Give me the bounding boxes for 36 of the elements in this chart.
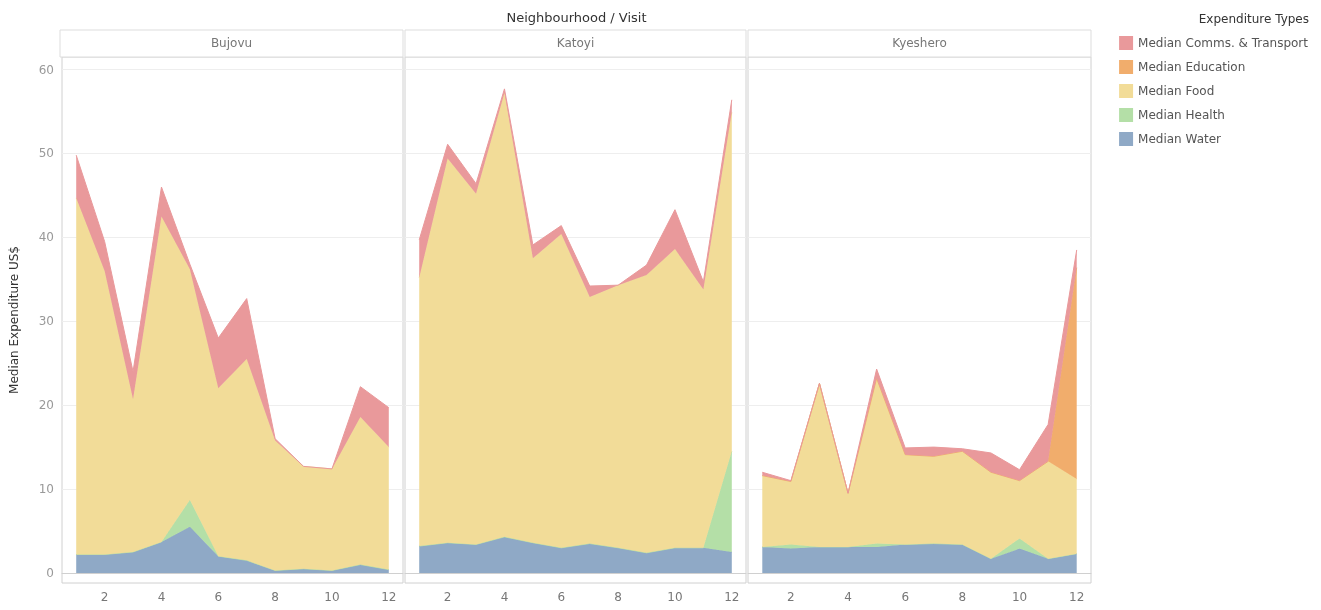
y-tick-label: 50 bbox=[38, 146, 54, 161]
chart-title: Kyeshero bbox=[892, 36, 947, 50]
x-tick-label: 2 bbox=[100, 590, 109, 604]
y-tick-label: 40 bbox=[38, 230, 54, 245]
x-tick-label: 4 bbox=[844, 590, 852, 604]
x-tick-label: 12 bbox=[381, 590, 397, 604]
x-tick-label: 4 bbox=[157, 590, 166, 604]
x-tick-label: 8 bbox=[958, 590, 967, 604]
x-tick-label: 10 bbox=[324, 590, 340, 604]
legend-label: Median Health bbox=[1138, 108, 1225, 122]
legend-title: Expenditure Types bbox=[1198, 12, 1309, 26]
legend-label: Median Education bbox=[1138, 60, 1246, 74]
x-tick-label: 12 bbox=[724, 590, 740, 604]
legend-label: Median Food bbox=[1138, 84, 1215, 98]
y-tick-label: 60 bbox=[38, 62, 54, 77]
chart-title: Bujovu bbox=[210, 36, 253, 50]
y-tick-label: 0 bbox=[46, 565, 54, 580]
x-tick-label: 10 bbox=[667, 590, 683, 604]
x-tick-label: 8 bbox=[614, 590, 622, 604]
x-tick-label: 2 bbox=[443, 590, 452, 604]
y-tick-label: 10 bbox=[38, 482, 54, 497]
y-tick-label: 20 bbox=[38, 398, 54, 413]
x-tick-label: 4 bbox=[500, 590, 509, 604]
x-tick-label: 6 bbox=[557, 590, 566, 604]
y-axis-title: Median Expenditure US$ bbox=[7, 246, 21, 394]
legend-label: Median Water bbox=[1138, 132, 1222, 146]
x-tick-label: 6 bbox=[214, 590, 223, 604]
x-tick-label: 8 bbox=[271, 590, 279, 604]
y-tick-label: 30 bbox=[38, 314, 54, 329]
x-tick-label: 12 bbox=[1069, 590, 1085, 604]
x-tick-label: 2 bbox=[787, 590, 795, 604]
chart-title: Katoyi bbox=[556, 36, 595, 50]
x-tick-label: 6 bbox=[901, 590, 910, 604]
text: Neighbourhood / Visit bbox=[505, 10, 648, 25]
x-tick-label: 10 bbox=[1011, 590, 1028, 604]
legend-label: Median Comms. & Transport bbox=[1138, 36, 1309, 50]
